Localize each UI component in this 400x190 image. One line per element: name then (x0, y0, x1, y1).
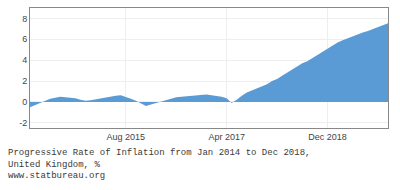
svg-text:8: 8 (22, 14, 27, 24)
svg-text:Aug 2015: Aug 2015 (107, 132, 146, 142)
svg-text:Dec 2018: Dec 2018 (308, 132, 347, 142)
svg-text:Apr 2017: Apr 2017 (208, 132, 245, 142)
svg-text:Progressive Rate of Inflation: Progressive Rate of Inflation from Jan 2… (8, 148, 310, 181)
svg-text:0: 0 (22, 97, 27, 107)
svg-text:4: 4 (22, 55, 27, 65)
svg-text:-2: -2 (19, 118, 27, 128)
svg-text:2: 2 (22, 76, 27, 86)
svg-text:6: 6 (22, 34, 27, 44)
